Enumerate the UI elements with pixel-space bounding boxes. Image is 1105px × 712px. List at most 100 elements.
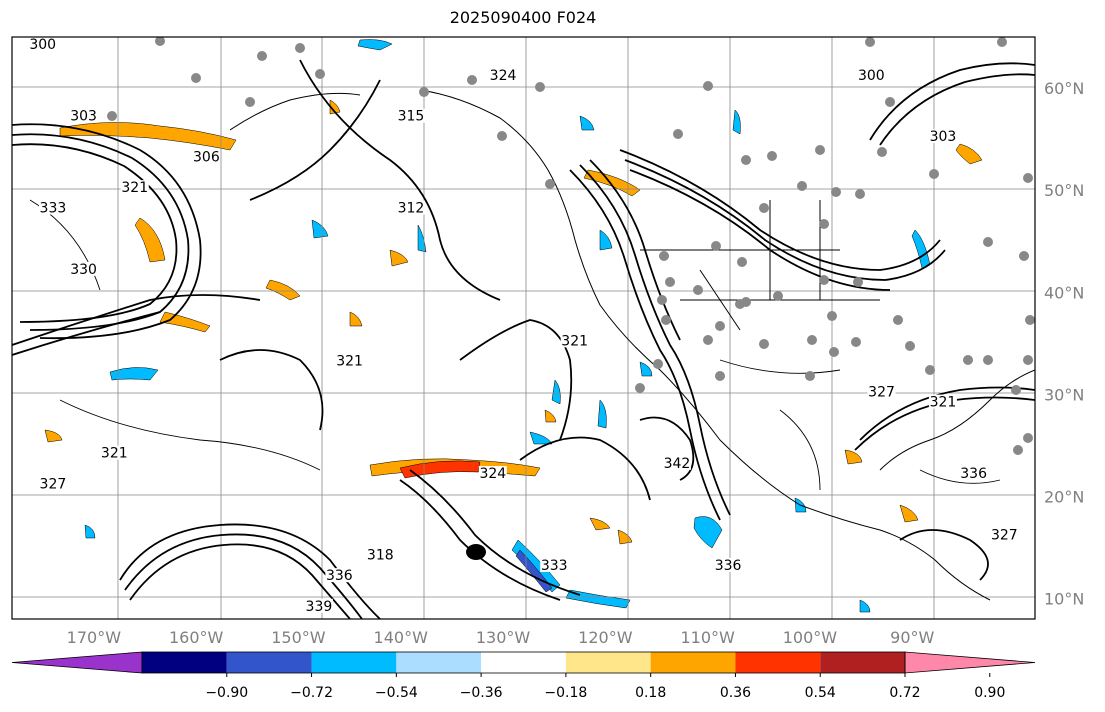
colorbar-outline [141,651,906,674]
colorbar-segment [735,652,821,673]
contour-label: 300 [29,37,56,53]
latitude-labels: 60°N 50°N 40°N 30°N 20°N 10°N [1044,79,1084,609]
contour-label-bg [990,527,1019,542]
contour-label: 327 [991,527,1018,543]
colorbar-tick-label: 0.90 [974,685,1005,701]
contour-label-bg [69,261,98,276]
contour-label-bg [928,394,957,409]
map-panel: 300 303 306 333 321 330 315 312 324 321 321 324 333 3… [12,37,1035,619]
contour-label-bg [38,476,67,491]
colorbar-segment [820,652,905,673]
contour-label: 303 [930,129,957,145]
contour-label: 333 [541,558,568,574]
contour-label: 333 [40,201,67,217]
closed-low-center [466,544,486,560]
lon-tick-label: 120°W [578,628,633,647]
colorbar-segment [481,652,566,673]
colorbar-tick-label: 0.36 [720,685,751,701]
lat-tick-label: 60°N [1044,79,1084,98]
lon-tick-label: 170°W [67,628,122,647]
lon-tick-label: 160°W [169,628,224,647]
lon-tick-label: 110°W [680,628,735,647]
contour-label: 324 [479,466,506,482]
contour-label: 330 [70,262,97,278]
colorbar-segment [396,652,482,673]
lat-tick-label: 40°N [1044,283,1084,302]
contour-label-bg [325,568,354,583]
map-frame [11,36,1036,620]
contour-label-bg [857,67,886,82]
contour-label-bg [867,384,896,399]
colorbar-tick-label: 0.18 [635,685,666,701]
contour-label: 336 [960,466,987,482]
contour-label-bg [366,547,395,562]
lon-tick-label: 130°W [476,628,531,647]
contour-label-bg [69,108,98,123]
colorbar-tick-label: −0.18 [544,685,587,701]
contour-label-bg [396,200,425,215]
colorbar-segment [226,652,312,673]
contour-label: 321 [336,354,363,370]
colorbar-tick-label: −0.54 [375,685,418,701]
theta-contours [12,59,1035,619]
contour-label: 339 [306,599,333,615]
contour-label: 321 [930,395,957,411]
contour-label-bg [959,466,988,481]
contour-label-bg [478,466,507,481]
lon-tick-label: 90°W [890,628,934,647]
map-title: 2025090400 F024 [449,8,597,27]
contour-label: 342 [664,456,691,472]
lat-tick-label: 20°N [1044,487,1084,506]
graticule [12,37,1035,619]
contour-labels: 300 303 306 333 321 330 315 312 324 321 321 324 333 3… [28,37,1019,615]
contour-label: 321 [561,333,588,349]
contour-label-bg [560,333,589,348]
contour-label: 315 [398,109,425,125]
colorbar-segment [311,652,397,673]
colorbar-tick-label: −0.36 [460,685,503,701]
colorbar-tick-label: −0.90 [205,685,248,701]
contour-label-bg [120,180,149,195]
contour-label: 321 [121,180,148,196]
contour-label: 327 [868,384,895,400]
contour-label-bg [28,37,57,52]
lat-tick-label: 50°N [1044,181,1084,200]
contour-label: 306 [193,150,220,166]
contour-label: 324 [490,68,517,84]
colorbar-segment [565,652,651,673]
longitude-labels: 170°W 160°W 150°W 140°W 130°W 120°W 110°W 100°W… [67,628,935,647]
contour-label: 336 [715,558,742,574]
lat-tick-label: 10°N [1044,590,1084,609]
contour-label-bg [928,129,957,144]
contour-label-bg [304,598,333,613]
contour-label-bg [540,557,569,572]
contour-label-bg [335,353,364,368]
contour-label: 312 [398,201,425,217]
contour-label: 318 [367,548,394,564]
contour-label-bg [714,557,743,572]
lat-tick-label: 30°N [1044,385,1084,404]
colorbar-tick-labels: −0.90 −0.72 −0.54 −0.36 −0.18 0.18 0.36 0.54 0.7… [205,673,1005,701]
lon-tick-label: 140°W [374,628,429,647]
station-markers [107,37,1035,455]
contour-label-bg [662,455,691,470]
contour-label: 336 [326,568,353,584]
positive-shading [44,99,983,545]
contour-label-bg [396,108,425,123]
contour-label-bg [38,200,67,215]
contour-label-bg [489,67,518,82]
contour-label-bg [192,149,221,164]
colorbar-extend-low [11,651,143,674]
contour-label: 321 [101,446,128,462]
colorbar-extend-high [904,651,1036,674]
contour-label: 327 [40,476,67,492]
colorbar [11,651,1036,674]
colorbar-tick-label: 0.54 [805,685,836,701]
colorbar-segment [142,652,227,673]
colorbar-segment [650,652,736,673]
lon-tick-label: 100°W [783,628,838,647]
lon-tick-label: 150°W [271,628,326,647]
contour-label: 300 [858,68,885,84]
colorbar-tick-label: 0.72 [889,685,920,701]
